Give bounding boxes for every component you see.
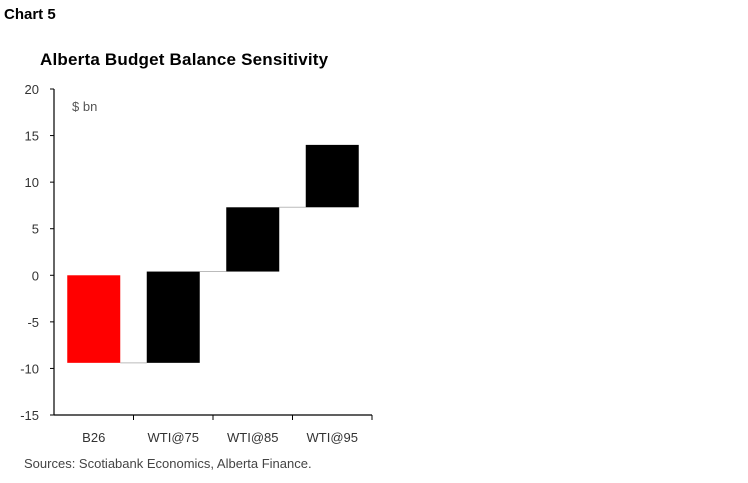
y-tick-label: -10 (20, 361, 39, 376)
bar-wti-75 (146, 271, 200, 363)
x-tick-label: WTI@75 (148, 430, 199, 445)
bar-wti-85 (226, 207, 280, 272)
chart-title: Alberta Budget Balance Sensitivity (40, 50, 329, 69)
bar-wti-95 (305, 144, 359, 208)
x-tick-label: WTI@95 (307, 430, 358, 445)
y-tick-label: -5 (27, 315, 39, 330)
y-tick-label: 5 (32, 222, 39, 237)
y-tick-label: 15 (25, 129, 39, 144)
chart-number-label: Chart 5 (4, 6, 56, 23)
y-tick-label: -15 (20, 408, 39, 423)
source-note: Sources: Scotiabank Economics, Alberta F… (24, 456, 312, 471)
x-tick-labels: B26 WTI@75 WTI@85 WTI@95 (82, 430, 358, 445)
y-tick-label: 10 (25, 175, 39, 190)
chart-axes (50, 88, 373, 420)
x-tick-label: B26 (82, 430, 105, 445)
connector-lines (120, 206, 306, 364)
x-tick-label: WTI@85 (227, 430, 278, 445)
unit-label: $ bn (72, 99, 98, 114)
y-tick-label: 20 (25, 82, 39, 97)
y-tick-labels: 20 15 10 5 0 -5 -10 -15 (20, 82, 39, 423)
bar-b26 (67, 275, 121, 363)
bars (67, 144, 359, 363)
y-tick-label: 0 (32, 268, 39, 283)
